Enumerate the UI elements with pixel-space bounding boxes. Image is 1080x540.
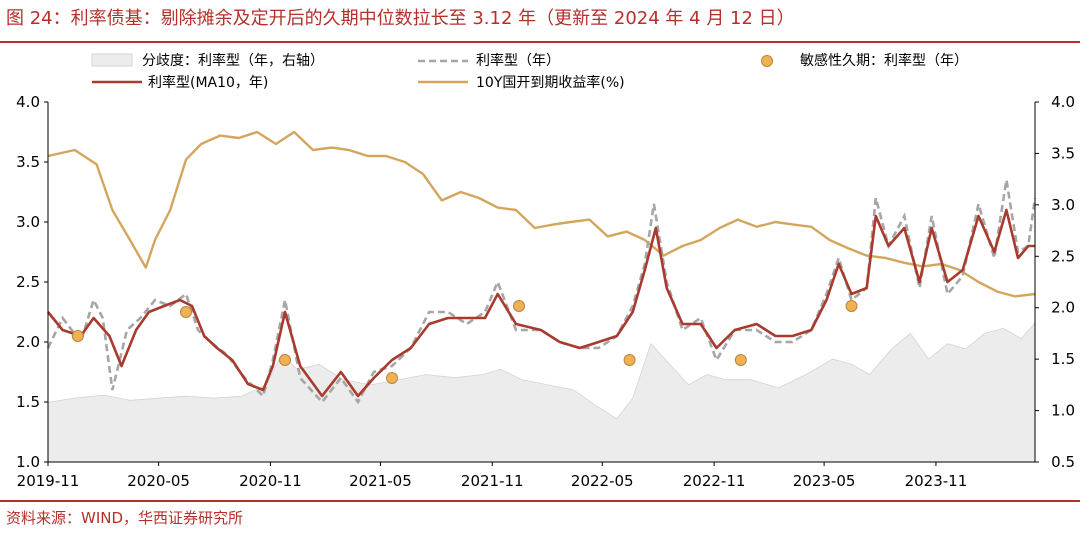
sensitive-duration-marker: [513, 300, 525, 312]
rate-duration-dashed-line: [46, 179, 1037, 405]
legend-label-rate-duration: 利率型（年）: [476, 52, 560, 69]
bottom-rule: [0, 500, 1080, 502]
y-right-tick-label: 1.5: [1051, 350, 1075, 368]
x-tick-label: 2020-11: [239, 472, 302, 490]
legend-swatch-sensitive: [761, 55, 773, 67]
y-right-tick-label: 3.0: [1051, 196, 1075, 214]
x-tick-label: 2021-11: [461, 472, 524, 490]
x-tick-label: 2023-11: [905, 472, 968, 490]
sensitive-duration-marker: [734, 354, 747, 366]
y-left-tick-label: 1.0: [16, 453, 40, 471]
plot-area: [46, 130, 1037, 463]
sensitive-duration-marker: [71, 330, 84, 342]
sensitive-duration-marker: [845, 300, 858, 312]
y-left-tick-label: 2.5: [16, 273, 40, 291]
legend: 分歧度：利率型（年，右轴） 利率型（年） 敏感性久期：利率型（年） 利率型(MA10，…: [91, 52, 968, 91]
x-tick-label: 2023-05: [793, 472, 856, 490]
source-note: 资料来源：WIND，华西证券研究所: [6, 509, 244, 527]
ma10-line: [46, 208, 1035, 398]
y-right-tick-label: 2.5: [1051, 247, 1075, 265]
legend-label-ma10: 利率型(MA10，年): [148, 74, 268, 91]
y-left-tick-label: 3.5: [16, 153, 40, 171]
y-right-tick-label: 0.5: [1051, 453, 1075, 471]
x-tick-label: 2019-11: [17, 472, 80, 490]
legend-label-sensitive: 敏感性久期：利率型（年）: [800, 52, 968, 69]
divergence-area: [47, 322, 1036, 463]
sensitive-duration-marker: [386, 372, 398, 384]
y-left-tick-label: 2.0: [16, 333, 40, 351]
sensitive-duration-marker: [623, 354, 636, 366]
title-rule: [0, 41, 1080, 43]
y-right-tick-label: 2.0: [1051, 299, 1075, 317]
y-right-tick-label: 4.0: [1051, 93, 1075, 111]
legend-swatch-divergence: [91, 53, 133, 67]
chart: 分歧度：利率型（年，右轴） 利率型（年） 敏感性久期：利率型（年） 利率型(MA10，…: [16, 52, 1075, 490]
legend-label-divergence: 分歧度：利率型（年，右轴）: [142, 52, 324, 69]
y-right-tick-label: 3.5: [1051, 144, 1075, 162]
axes: 1.0 1.5 2.0 2.5 3.0 3.5 4.0 0.5 1.0 1.5 2.0 2.5 3.0 3…: [16, 93, 1075, 490]
yield-10y-line: [47, 130, 1036, 298]
y-left-tick-label: 4.0: [16, 93, 40, 111]
y-right-tick-label: 1.0: [1051, 402, 1075, 420]
sensitive-duration-marker: [279, 354, 291, 366]
y-left-tick-label: 3.0: [16, 213, 40, 231]
y-left-tick-label: 1.5: [16, 393, 40, 411]
x-tick-label: 2022-05: [571, 472, 634, 490]
legend-label-yield: 10Y国开到期收益率(%): [476, 74, 625, 91]
x-tick-label: 2022-11: [683, 472, 746, 490]
x-tick-label: 2020-05: [127, 472, 190, 490]
figure-title: 图 24：利率债基：剔除摊余及定开后的久期中位数拉长至 3.12 年（更新至 2…: [6, 8, 795, 29]
x-tick-label: 2021-05: [349, 472, 412, 490]
sensitive-duration-marker: [180, 306, 192, 318]
